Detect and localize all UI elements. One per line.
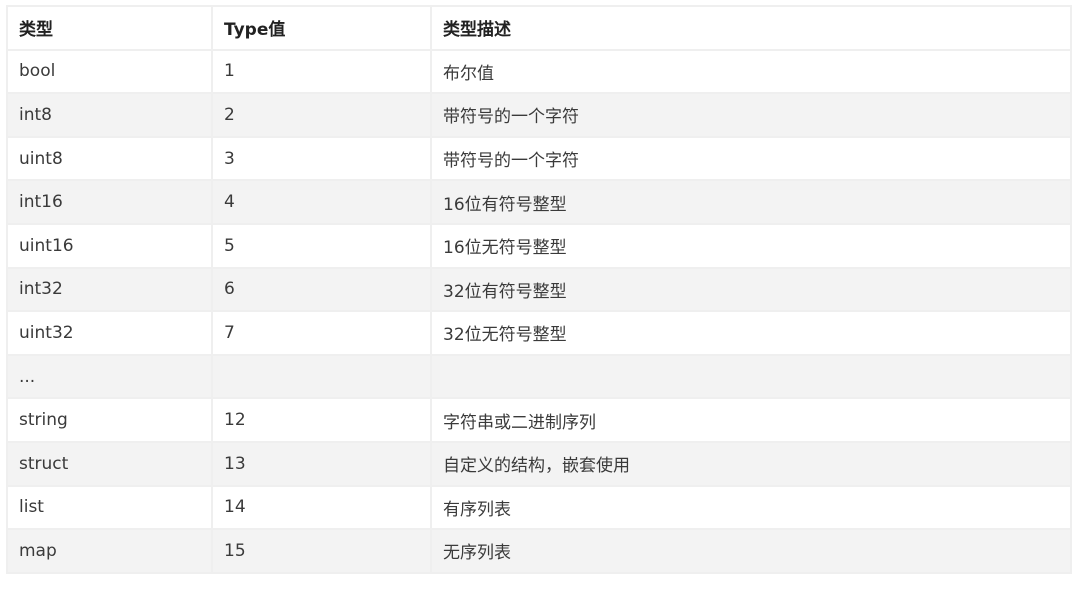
table-row: int8 2 带符号的一个字符	[6, 92, 1072, 138]
cell-type: uint8	[6, 135, 213, 182]
cell-description: 无序列表	[430, 528, 1072, 574]
table-row: uint32 7 32位无符号整型	[6, 310, 1072, 356]
cell-type: int32	[6, 266, 213, 313]
cell-type-value: 13	[211, 440, 432, 487]
cell-type-value: 7	[211, 310, 432, 356]
cell-type: ...	[6, 353, 213, 400]
header-row: 类型 Type值 类型描述	[6, 5, 1072, 51]
cell-description: 自定义的结构，嵌套使用	[430, 440, 1072, 487]
table-row: map 15 无序列表	[6, 528, 1072, 574]
cell-type-value: 12	[211, 397, 432, 443]
header-description: 类型描述	[430, 5, 1072, 51]
cell-description: 带符号的一个字符	[430, 135, 1072, 182]
table-row: int16 4 16位有符号整型	[6, 179, 1072, 225]
cell-description: 布尔值	[430, 48, 1072, 95]
cell-type: list	[6, 484, 213, 531]
header-type-value: Type值	[211, 5, 432, 51]
type-table: 类型 Type值 类型描述 bool 1 布尔值 int8 2 带符号的一个字符 uint8…	[6, 5, 1072, 574]
table-row: ...	[6, 353, 1072, 400]
cell-type-value: 4	[211, 179, 432, 225]
cell-description: 字符串或二进制序列	[430, 397, 1072, 443]
cell-type-value: 5	[211, 222, 432, 269]
table-row: string 12 字符串或二进制序列	[6, 397, 1072, 443]
table-row: bool 1 布尔值	[6, 48, 1072, 95]
cell-type: string	[6, 397, 213, 443]
table-row: int32 6 32位有符号整型	[6, 266, 1072, 313]
cell-type-value	[211, 353, 432, 400]
cell-type: bool	[6, 48, 213, 95]
cell-type-value: 2	[211, 92, 432, 138]
cell-type: int8	[6, 92, 213, 138]
cell-type-value: 1	[211, 48, 432, 95]
cell-type-value: 3	[211, 135, 432, 182]
cell-description: 16位有符号整型	[430, 179, 1072, 225]
cell-type: uint16	[6, 222, 213, 269]
cell-type: map	[6, 528, 213, 574]
cell-description	[430, 353, 1072, 400]
table-row: uint8 3 带符号的一个字符	[6, 135, 1072, 182]
cell-description: 带符号的一个字符	[430, 92, 1072, 138]
header-type: 类型	[6, 5, 213, 51]
cell-type: int16	[6, 179, 213, 225]
cell-description: 16位无符号整型	[430, 222, 1072, 269]
table-row: struct 13 自定义的结构，嵌套使用	[6, 440, 1072, 487]
table-row: uint16 5 16位无符号整型	[6, 222, 1072, 269]
cell-description: 32位有符号整型	[430, 266, 1072, 313]
cell-type-value: 6	[211, 266, 432, 313]
cell-type: uint32	[6, 310, 213, 356]
cell-type-value: 15	[211, 528, 432, 574]
cell-description: 32位无符号整型	[430, 310, 1072, 356]
cell-type-value: 14	[211, 484, 432, 531]
cell-type: struct	[6, 440, 213, 487]
cell-description: 有序列表	[430, 484, 1072, 531]
table-row: list 14 有序列表	[6, 484, 1072, 531]
